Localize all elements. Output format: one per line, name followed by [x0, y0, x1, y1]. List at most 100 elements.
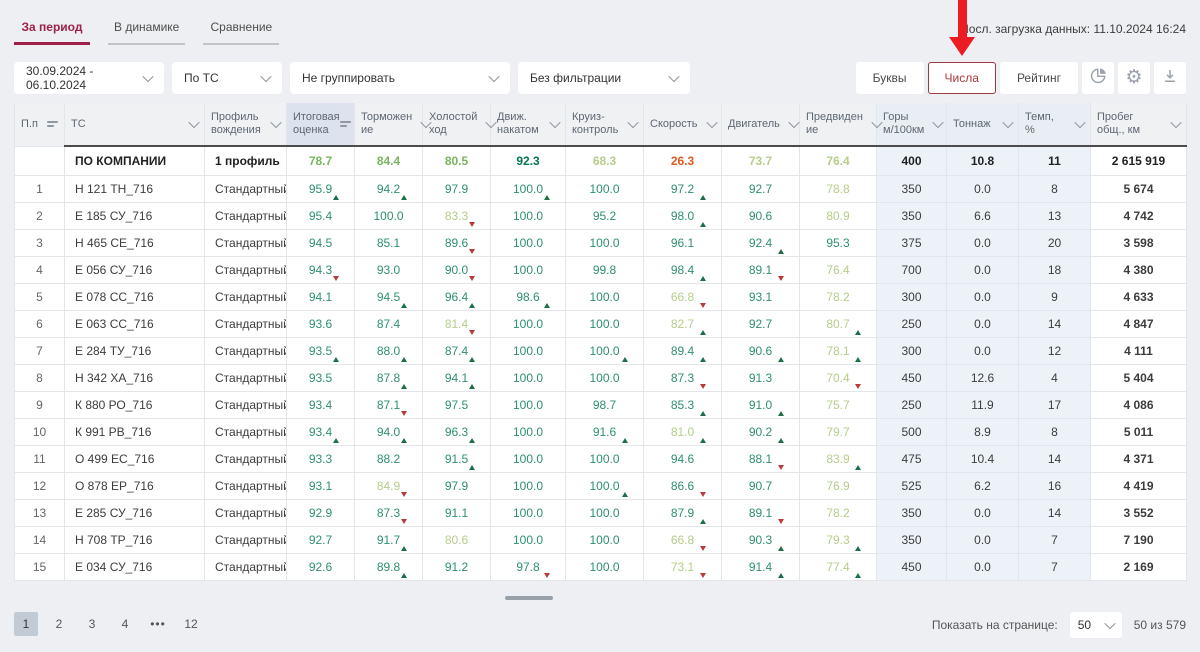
score-cell: 90.6 [721, 201, 800, 230]
column-label: Пробег общ., км [1097, 111, 1141, 136]
column-header-idle[interactable]: Холостой ход [422, 103, 498, 147]
column-label: Тоннаж [953, 117, 991, 130]
pagination-ellipsis[interactable]: ••• [150, 617, 166, 631]
column-header-mountains[interactable]: Горы м/100км [876, 103, 947, 147]
tab-period[interactable]: За период [14, 16, 90, 45]
score-cell: 68.3 [565, 145, 644, 176]
column-header-profile[interactable]: Профиль вождения [204, 103, 287, 147]
mileage-cell: 4 847 [1090, 309, 1187, 338]
score-cell: 91.3 [721, 363, 800, 392]
score-value: 92.7 [748, 181, 773, 196]
score-cell: 94.5 [286, 228, 355, 257]
score-cell: 91.7 [354, 525, 423, 554]
score-cell: 92.4 [721, 228, 800, 257]
trend-up-icon [700, 194, 706, 200]
column-header-mileage[interactable]: Пробег общ., км [1090, 103, 1187, 147]
column-header-vehicle[interactable]: ТС [64, 103, 205, 147]
letters-button[interactable]: Буквы [855, 62, 924, 94]
page-button-2[interactable]: 2 [55, 617, 63, 631]
grouping-select[interactable]: Не группировать [290, 62, 510, 94]
score-value: 98.6 [516, 289, 540, 304]
score-value: 90.0 [444, 262, 469, 277]
page-size-select[interactable]: 50 [1069, 612, 1122, 638]
row-number-cell: 4 [14, 255, 65, 284]
column-header-coasting[interactable]: Движ. накатом [490, 103, 566, 147]
column-header-anticipation[interactable]: Предвиден ие [799, 103, 883, 147]
settings-button[interactable]: ⚙ [1118, 62, 1150, 94]
vehicle-cell: Е 034 СУ_716 [64, 552, 205, 581]
page-size-controls: Показать на странице: 50 50 из 579 [932, 612, 1186, 638]
page-button-1[interactable]: 1 [14, 612, 38, 636]
score-value: 100.0 [512, 262, 544, 277]
score-cell: 88.0 [354, 336, 423, 365]
score-cell: 87.4 [354, 309, 423, 338]
column-header-tempo[interactable]: Темп, % [1018, 103, 1091, 147]
chart-button[interactable] [1082, 62, 1114, 94]
score-cell: 94.0 [354, 417, 423, 446]
chevron-down-icon [705, 116, 718, 129]
period-select[interactable]: 30.09.2024 - 06.10.2024 [14, 62, 164, 94]
score-value: 79.7 [826, 424, 850, 439]
tab-comparison[interactable]: Сравнение [203, 16, 280, 45]
column-header-braking[interactable]: Торможен ие [354, 103, 432, 147]
trend-up-icon [778, 437, 784, 443]
trend-up-icon [469, 437, 475, 443]
score-value: 100.0 [589, 343, 620, 358]
tempo-cell: 13 [1018, 201, 1091, 230]
column-header-cruise-control[interactable]: Круиз-контроль [565, 103, 644, 147]
score-value: 73.1 [670, 559, 695, 574]
tab-dynamics[interactable]: В динамике [108, 16, 186, 45]
score-value: 66.8 [670, 532, 695, 547]
score-value: 93.4 [308, 424, 333, 439]
column-header-engine[interactable]: Двигатель [721, 103, 800, 147]
score-cell: 97.9 [422, 471, 491, 500]
score-cell: 94.1 [286, 282, 355, 311]
trend-down-icon [700, 383, 706, 389]
score-cell: 82.7 [643, 309, 722, 338]
score-value: 100.0 [512, 505, 544, 520]
column-header-tonnage[interactable]: Тоннаж [946, 103, 1019, 147]
score-cell: 91.5 [422, 444, 491, 473]
score-value: 80.9 [826, 208, 850, 223]
score-cell: 91.0 [721, 390, 800, 419]
score-cell: 92.9 [286, 498, 355, 527]
trend-down-icon [469, 248, 475, 254]
numbers-button[interactable]: Числа [927, 62, 996, 94]
score-value: 94.1 [308, 289, 333, 304]
trend-down-icon [778, 275, 784, 281]
score-cell: 92.7 [721, 174, 800, 203]
mileage-cell: 4 633 [1090, 282, 1187, 311]
export-button[interactable] [1154, 62, 1186, 94]
profile-cell: Стандартный [204, 174, 287, 203]
horizontal-scrollbar[interactable] [505, 596, 553, 600]
score-cell: 90.7 [721, 471, 800, 500]
by-vehicle-select-value: По ТС [184, 71, 219, 85]
by-vehicle-select[interactable]: По ТС [172, 62, 282, 94]
page-size-label: Показать на странице: [931, 618, 1058, 632]
period-select-value: 30.09.2024 - 06.10.2024 [26, 64, 94, 92]
score-cell: 100.0 [490, 228, 566, 257]
score-value: 100.0 [512, 370, 544, 385]
mountains-cell: 700 [876, 255, 947, 284]
score-value: 87.8 [376, 370, 401, 385]
filtration-select[interactable]: Без фильтрации [518, 62, 690, 94]
page-button-12[interactable]: 12 [184, 617, 198, 631]
column-header-num[interactable]: П.п [14, 103, 65, 147]
tonnage-cell: 10.4 [946, 444, 1019, 473]
score-cell: 97.5 [422, 390, 491, 419]
rating-button[interactable]: Рейтинг [999, 62, 1078, 94]
score-cell: 96.4 [422, 282, 491, 311]
column-header-speed[interactable]: Скорость [643, 103, 722, 147]
score-cell: 92.6 [286, 552, 355, 581]
trend-up-icon [778, 410, 784, 416]
tempo-cell: 11 [1018, 145, 1091, 176]
score-value: 68.3 [592, 153, 617, 168]
page-button-3[interactable]: 3 [88, 617, 96, 631]
score-value: 100.0 [589, 235, 620, 250]
page-button-4[interactable]: 4 [121, 617, 129, 631]
column-header-total-score[interactable]: Итоговая оценка [286, 103, 355, 147]
score-value: 91.7 [376, 532, 401, 547]
row-number-cell: 6 [14, 309, 65, 338]
